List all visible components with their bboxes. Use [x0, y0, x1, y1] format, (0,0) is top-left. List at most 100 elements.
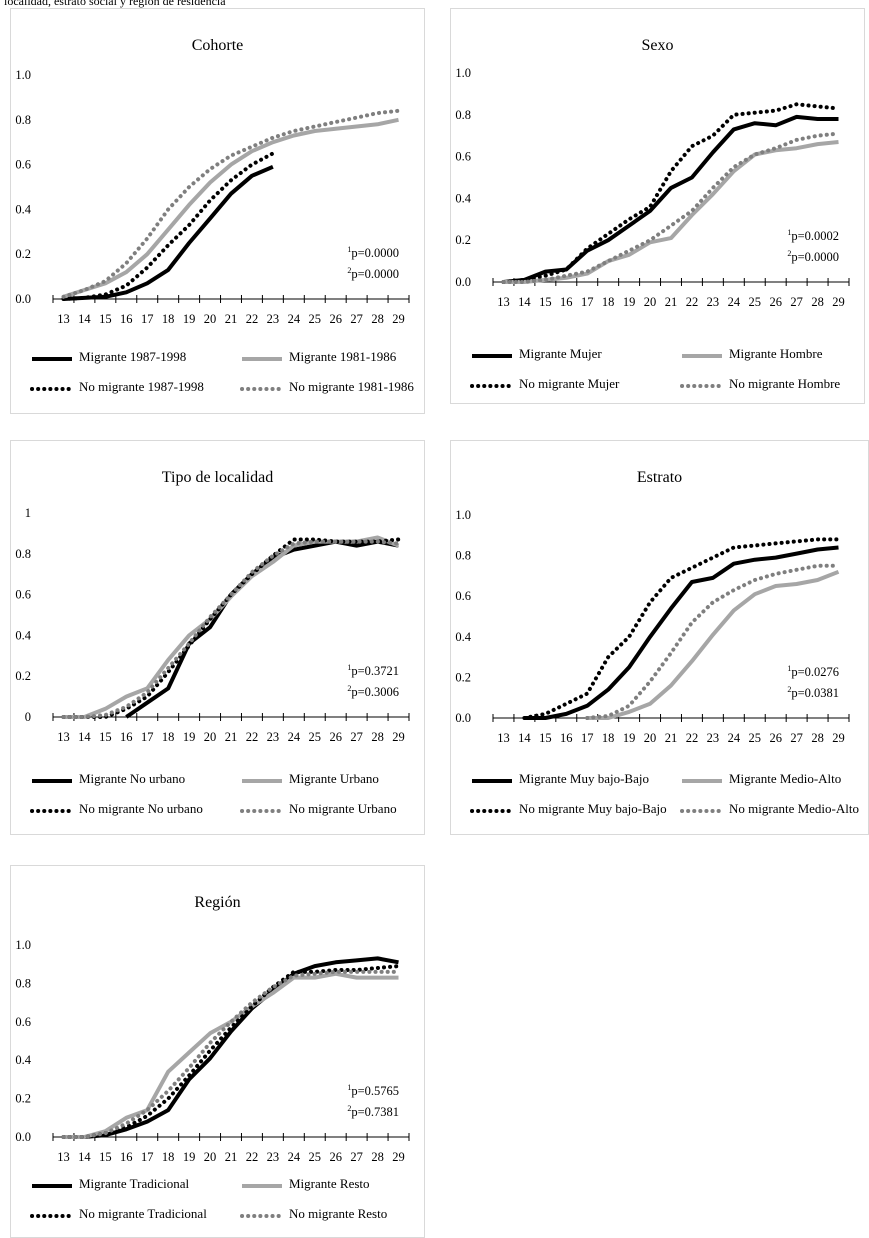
x-tick-label: 16 — [120, 312, 133, 326]
series-line — [63, 164, 274, 301]
x-tick-label: 23 — [707, 295, 720, 309]
x-tick-label: 15 — [539, 295, 552, 309]
p-value-annotation: 1p=0.0002 2p=0.0000 — [787, 224, 839, 266]
y-tick-label: 0.2 — [455, 670, 471, 684]
chart-panel-estrato: Estrato 0.0 0.2 0.4 0.6 0.8 1.0 13 14 15 16 17 18 19 2… — [450, 440, 869, 835]
y-tick-label: 0.8 — [455, 549, 471, 563]
x-tick-label: 22 — [246, 730, 258, 744]
legend-item: Migrante Mujer — [469, 346, 602, 362]
y-tick-label: 0.4 — [455, 191, 471, 205]
chart-panel-region: Región 0.0 0.2 0.4 0.6 0.8 1.0 13 14 15 16 17 18 19 20… — [10, 865, 425, 1238]
x-tick-label: 14 — [78, 730, 91, 744]
x-tick-label: 16 — [120, 1150, 133, 1164]
x-tick-label: 19 — [183, 730, 196, 744]
line-chart: 0.0 0.2 0.4 0.6 0.8 1.0 13 14 15 16 17 18 19 20 21 22 23… — [15, 938, 410, 1164]
chart-panel-sexo: Sexo 0.0 0.2 0.4 0.6 0.8 1.0 13 14 15 16 17 18 19 20 21… — [450, 8, 865, 404]
legend-label: Migrante Tradicional — [79, 1176, 190, 1191]
x-tick-label: 19 — [183, 312, 196, 326]
legend-label: Migrante 1987-1998 — [79, 349, 187, 364]
legend-swatch — [239, 774, 285, 784]
chart-title: Región — [194, 894, 241, 911]
y-tick-label: 0.6 — [15, 1015, 31, 1029]
y-tick-label: 0.8 — [15, 547, 31, 561]
x-tick-label: 14 — [518, 295, 531, 309]
chart-title: Estrato — [636, 469, 683, 486]
p-value: 2p=0.3006 — [347, 684, 399, 699]
x-tick-label: 16 — [560, 295, 573, 309]
legend-label: Migrante 1981-1986 — [289, 349, 397, 364]
legend-item: Migrante 1987-1998 — [29, 349, 186, 365]
x-tick-label: 22 — [686, 295, 699, 309]
series-line — [61, 108, 401, 299]
series-line — [587, 569, 840, 720]
legend-label: No migrante 1987-1998 — [79, 379, 204, 394]
y-tick-label: 0.4 — [455, 630, 471, 644]
legend-item: Migrante 1981-1986 — [239, 349, 396, 365]
p-value-annotation: 1p=0.0276 2p=0.0381 — [787, 660, 839, 702]
series-line — [62, 117, 399, 299]
p-value: 2p=0.7381 — [347, 1104, 399, 1119]
y-tick-label: 0 — [25, 710, 31, 724]
legend-item: No migrante Tradicional — [29, 1206, 207, 1222]
y-tick-label: 0.4 — [15, 1053, 31, 1067]
legend-item: Migrante Tradicional — [29, 1176, 189, 1192]
x-tick-label: 26 — [769, 731, 782, 745]
p-value-annotation: 1p=0.3721 2p=0.3006 — [347, 659, 399, 701]
y-tick-label: 0.6 — [15, 588, 31, 602]
line-chart: 0.0 0.2 0.4 0.6 0.8 1.0 13 14 15 16 17 18 19 20 21 22 23… — [455, 66, 850, 309]
p-value: 1p=0.0276 — [787, 664, 839, 679]
legend-label: No migrante Mujer — [519, 376, 620, 391]
x-tick-label: 20 — [204, 312, 217, 326]
y-tick-label: 1 — [25, 506, 31, 520]
legend-label: No migrante Muy bajo-Bajo — [519, 801, 667, 816]
legend-label: Migrante Medio-Alto — [729, 771, 842, 786]
x-tick-label: 14 — [518, 731, 531, 745]
x-tick-label: 18 — [602, 731, 615, 745]
x-tick-label: 18 — [602, 295, 615, 309]
x-tick-label: 15 — [99, 1150, 112, 1164]
legend-item: No migrante No urbano — [29, 801, 203, 817]
legend-swatch — [469, 379, 515, 389]
legend-item: Migrante Resto — [239, 1176, 370, 1192]
p-value-annotation: 1p=0.0000 2p=0.0000 — [347, 241, 399, 283]
series-line — [503, 114, 839, 284]
y-tick-label: 0.2 — [15, 247, 31, 261]
legend-item: No migrante 1981-1986 — [239, 379, 414, 395]
p-value: 1p=0.5765 — [347, 1083, 399, 1098]
y-tick-label: 0.0 — [15, 292, 31, 306]
y-tick-label: 0.4 — [15, 628, 31, 642]
y-tick-label: 1.0 — [15, 938, 31, 952]
x-tick-label: 17 — [141, 730, 154, 744]
legend-label: No migrante Urbano — [289, 801, 397, 816]
x-tick-label: 22 — [246, 312, 258, 326]
x-tick-label: 24 — [288, 312, 301, 326]
p-value-annotation: 1p=0.5765 2p=0.7381 — [347, 1079, 399, 1121]
series-line — [524, 545, 839, 720]
legend-swatch — [679, 349, 725, 359]
x-tick-label: 25 — [749, 295, 762, 309]
x-tick-label: 28 — [811, 295, 824, 309]
x-tick-label: 25 — [309, 1150, 322, 1164]
p-value: 1p=0.0002 — [787, 228, 839, 243]
x-tick-label: 20 — [204, 730, 217, 744]
x-tick-label: 25 — [309, 730, 322, 744]
x-tick-label: 13 — [497, 731, 510, 745]
p-value: 2p=0.0000 — [787, 249, 839, 264]
legend-swatch — [679, 379, 725, 389]
x-tick-label: 26 — [329, 730, 342, 744]
x-tick-label: 27 — [790, 295, 803, 309]
x-tick-label: 18 — [162, 1150, 175, 1164]
legend-label: Migrante Hombre — [729, 346, 823, 361]
x-tick-label: 15 — [539, 731, 552, 745]
y-tick-label: 0.8 — [455, 108, 471, 122]
legend-swatch — [239, 382, 285, 392]
x-tick-label: 27 — [790, 731, 803, 745]
legend-swatch — [469, 774, 515, 784]
legend-label: Migrante Resto — [289, 1176, 370, 1191]
x-tick-label: 29 — [832, 295, 845, 309]
legend-swatch — [29, 774, 75, 784]
legend-item: Migrante No urbano — [29, 771, 185, 787]
legend-item: No migrante 1987-1998 — [29, 379, 204, 395]
legend-swatch — [29, 382, 75, 392]
x-tick-label: 17 — [141, 1150, 154, 1164]
